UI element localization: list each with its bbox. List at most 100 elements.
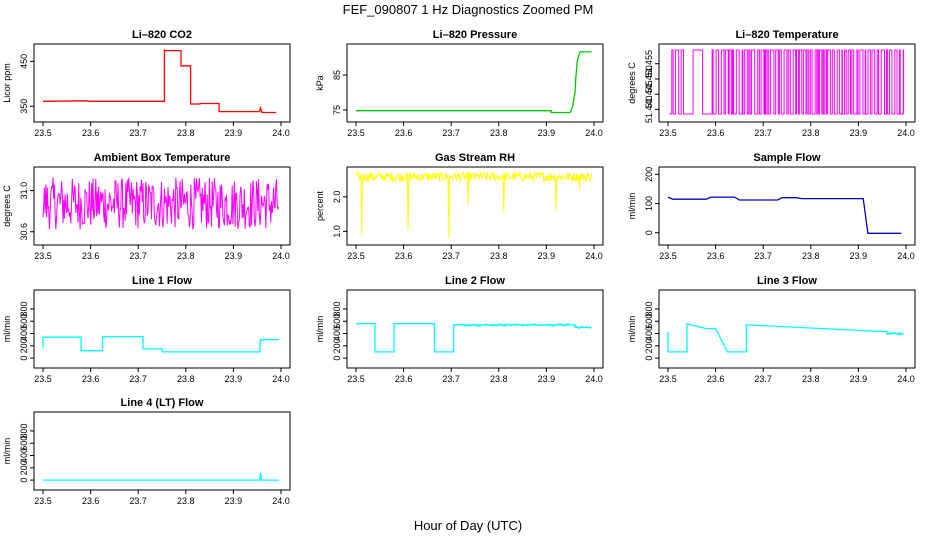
y-tick-label: 400 bbox=[332, 326, 342, 341]
y-tick-label: 200 bbox=[332, 338, 342, 353]
x-tick-label: 23.5 bbox=[34, 374, 52, 384]
x-tick-label: 24.0 bbox=[272, 374, 290, 384]
y-tick-label: 200 bbox=[644, 167, 654, 182]
x-tick-label: 23.6 bbox=[82, 496, 100, 506]
x-tick-label: 23.8 bbox=[177, 374, 195, 384]
y-axis-label: degrees C bbox=[627, 62, 637, 104]
x-tick-label: 23.7 bbox=[129, 128, 147, 138]
y-tick-label: 600 bbox=[644, 314, 654, 329]
panel-0: Li–820 CO2 Licor ppm 23.5 23.6 23.7 23.8 23.9 2… bbox=[2, 29, 291, 138]
y-tick-label: 0 bbox=[19, 356, 29, 361]
x-tick-label: 23.7 bbox=[754, 128, 772, 138]
panel-5: Sample Flow ml/min 23.5 23.6 23.7 23.8 23.9 24.… bbox=[627, 152, 916, 261]
x-tick-label: 23.6 bbox=[82, 251, 100, 261]
y-tick-label: 600 bbox=[19, 436, 29, 451]
series-line bbox=[356, 50, 592, 114]
x-tick-label: 23.8 bbox=[177, 496, 195, 506]
x-tick-label: 23.5 bbox=[659, 251, 677, 261]
series-line bbox=[669, 49, 905, 115]
y-tick-label: 200 bbox=[19, 338, 29, 353]
figure-title: FEF_090807 1 Hz Diagnostics Zoomed PM bbox=[342, 2, 594, 17]
x-tick-label: 23.5 bbox=[34, 251, 52, 261]
y-tick-label: 0 bbox=[332, 356, 342, 361]
y-axis-label: kPa bbox=[315, 75, 325, 91]
x-tick-label: 23.8 bbox=[802, 251, 820, 261]
series-noise bbox=[886, 331, 903, 336]
plot-frame bbox=[33, 166, 291, 246]
x-tick-label: 24.0 bbox=[585, 374, 603, 384]
y-tick-label: 1.0 bbox=[332, 225, 342, 238]
y-axis-label: ml/min bbox=[627, 193, 637, 220]
y-tick-label: 51.450 bbox=[644, 65, 654, 93]
y-axis-label: ml/min bbox=[2, 316, 12, 343]
plot-frame bbox=[658, 43, 916, 123]
x-tick-label: 23.7 bbox=[442, 374, 460, 384]
plot-frame bbox=[33, 289, 291, 369]
panel-4: Gas Stream RH percent 23.5 23.6 23.7 23.8 23.9… bbox=[315, 152, 604, 261]
x-tick-label: 23.8 bbox=[490, 128, 508, 138]
x-tick-label: 23.6 bbox=[395, 128, 413, 138]
y-tick-label: 75 bbox=[332, 105, 342, 115]
x-tick-label: 23.6 bbox=[707, 374, 725, 384]
x-tick-label: 23.9 bbox=[225, 128, 243, 138]
series-noise bbox=[453, 323, 574, 327]
plot-frame bbox=[33, 411, 291, 491]
y-tick-label: 400 bbox=[19, 448, 29, 463]
series-line bbox=[42, 335, 279, 353]
x-tick-label: 24.0 bbox=[897, 374, 915, 384]
y-tick-label: 200 bbox=[644, 338, 654, 353]
y-tick-label: 400 bbox=[644, 326, 654, 341]
x-tick-label: 24.0 bbox=[272, 496, 290, 506]
series-line bbox=[43, 472, 279, 481]
plot-frame bbox=[346, 166, 604, 246]
y-tick-label: 51.445 bbox=[644, 80, 654, 108]
x-tick-label: 24.0 bbox=[585, 251, 603, 261]
y-tick-label: 800 bbox=[644, 301, 654, 316]
series-line bbox=[42, 48, 277, 114]
y-tick-label: 0 bbox=[644, 230, 654, 235]
x-tick-label: 23.9 bbox=[538, 374, 556, 384]
x-tick-label: 23.9 bbox=[538, 251, 556, 261]
panel-title: Li–820 Temperature bbox=[735, 29, 838, 41]
y-tick-label: 450 bbox=[19, 54, 29, 69]
panel-title: Ambient Box Temperature bbox=[94, 152, 231, 164]
x-tick-label: 23.8 bbox=[177, 128, 195, 138]
y-tick-label: 30.6 bbox=[19, 223, 29, 241]
x-tick-label: 23.7 bbox=[442, 128, 460, 138]
x-tick-label: 23.9 bbox=[850, 374, 868, 384]
panel-title: Gas Stream RH bbox=[435, 152, 515, 164]
x-tick-label: 23.5 bbox=[347, 374, 365, 384]
y-tick-label: 350 bbox=[19, 99, 29, 114]
panel-8: Line 3 Flow ml/min 23.5 23.6 23.7 23.8 23.9 24.… bbox=[627, 275, 916, 384]
y-axis-label: Licor ppm bbox=[2, 63, 12, 103]
x-tick-label: 23.9 bbox=[538, 128, 556, 138]
x-tick-label: 23.6 bbox=[707, 128, 725, 138]
x-tick-label: 23.7 bbox=[754, 251, 772, 261]
plot-frame bbox=[346, 289, 604, 369]
series-noise bbox=[574, 325, 591, 330]
panel-7: Line 2 Flow ml/min 23.5 23.6 23.7 23.8 23.9 24.… bbox=[315, 275, 604, 384]
x-tick-label: 23.6 bbox=[395, 374, 413, 384]
x-tick-label: 23.6 bbox=[82, 374, 100, 384]
x-tick-label: 23.9 bbox=[850, 128, 868, 138]
x-tick-label: 23.5 bbox=[347, 251, 365, 261]
y-tick-label: 200 bbox=[19, 460, 29, 475]
plot-frame bbox=[33, 43, 291, 123]
x-tick-label: 24.0 bbox=[272, 128, 290, 138]
series-line bbox=[356, 323, 592, 353]
x-tick-label: 23.6 bbox=[707, 251, 725, 261]
y-tick-label: 0 bbox=[19, 478, 29, 483]
y-tick-label: 0 bbox=[644, 356, 654, 361]
x-tick-label: 23.5 bbox=[34, 496, 52, 506]
y-tick-label: 51.455 bbox=[644, 50, 654, 78]
y-tick-label: 400 bbox=[19, 326, 29, 341]
series-line bbox=[355, 170, 593, 239]
y-tick-label: 800 bbox=[19, 301, 29, 316]
figure-xlabel: Hour of Day (UTC) bbox=[413, 518, 523, 533]
panel-9: Line 4 (LT) Flow ml/min 23.5 23.6 23.7 23.8 23… bbox=[2, 397, 291, 506]
series-line bbox=[667, 196, 902, 234]
y-tick-label: 800 bbox=[332, 301, 342, 316]
x-tick-label: 23.5 bbox=[659, 128, 677, 138]
y-tick-label: 800 bbox=[19, 423, 29, 438]
